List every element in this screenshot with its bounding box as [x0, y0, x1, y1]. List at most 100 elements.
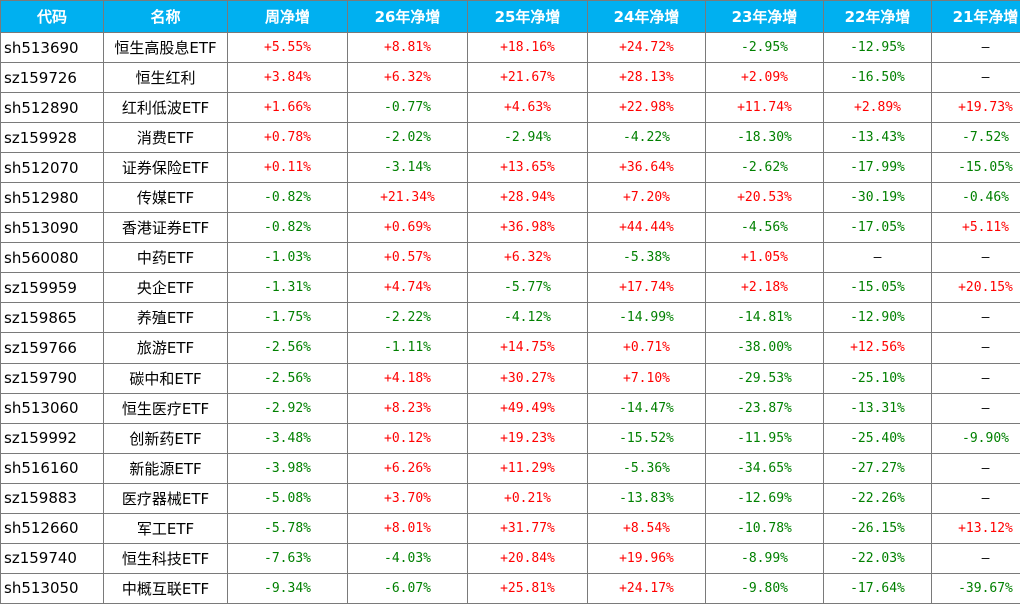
cell-y23: -2.62%	[705, 152, 824, 184]
cell-y23: -29.53%	[705, 362, 824, 394]
cell-y23: -11.95%	[705, 422, 824, 454]
cell-y26: +8.81%	[347, 31, 468, 64]
cell-y23: -14.81%	[705, 302, 824, 334]
cell-y26: +3.70%	[347, 482, 468, 514]
cell-y23: +11.74%	[705, 92, 824, 124]
cell-name: 消费ETF	[103, 122, 228, 154]
cell-y22: +2.89%	[823, 92, 932, 124]
cell-y26: -3.14%	[347, 152, 468, 184]
table-row: sh512070 证券保险ETF +0.11% -3.14% +13.65% +36.64…	[0, 152, 1020, 184]
header-code: 代码	[0, 0, 104, 33]
cell-y26: +4.74%	[347, 272, 468, 304]
cell-weekly: +5.55%	[227, 31, 348, 64]
cell-y25: -2.94%	[467, 122, 588, 154]
cell-name: 创新药ETF	[103, 422, 228, 454]
cell-y22: —	[823, 242, 932, 274]
table-row: sz159790 碳中和ETF -2.56% +4.18% +30.27% +7.10% -…	[0, 362, 1020, 394]
cell-weekly: +3.84%	[227, 62, 348, 94]
header-y21: 21年净增	[931, 0, 1020, 33]
cell-code: sh512660	[0, 512, 104, 544]
cell-weekly: -2.92%	[227, 392, 348, 424]
cell-y22: -22.26%	[823, 482, 932, 514]
header-name: 名称	[103, 0, 228, 33]
cell-y23: -8.99%	[705, 542, 824, 574]
cell-weekly: -1.03%	[227, 242, 348, 274]
cell-code: sh516160	[0, 452, 104, 484]
cell-y25: +20.84%	[467, 542, 588, 574]
cell-y21: —	[931, 62, 1020, 94]
table-row: sh560080 中药ETF -1.03% +0.57% +6.32% -5.38% +1.…	[0, 242, 1020, 274]
cell-weekly: -2.56%	[227, 362, 348, 394]
cell-weekly: -5.78%	[227, 512, 348, 544]
cell-y22: -17.99%	[823, 152, 932, 184]
header-weekly: 周净增	[227, 0, 348, 33]
cell-code: sz159992	[0, 422, 104, 454]
cell-y24: +36.64%	[587, 152, 706, 184]
cell-y24: -14.47%	[587, 392, 706, 424]
header-y24: 24年净增	[587, 0, 706, 33]
table-row: sh513060 恒生医疗ETF -2.92% +8.23% +49.49% -14.47…	[0, 392, 1020, 424]
cell-y26: +6.26%	[347, 452, 468, 484]
cell-y22: -26.15%	[823, 512, 932, 544]
table-body: sh513690 恒生高股息ETF +5.55% +8.81% +18.16% +24.7…	[0, 31, 1020, 605]
cell-y22: -16.50%	[823, 62, 932, 94]
cell-y23: -18.30%	[705, 122, 824, 154]
cell-y22: -12.95%	[823, 31, 932, 64]
cell-y26: +0.57%	[347, 242, 468, 274]
cell-y23: -12.69%	[705, 482, 824, 514]
cell-y24: +19.96%	[587, 542, 706, 574]
cell-y24: +22.98%	[587, 92, 706, 124]
cell-name: 军工ETF	[103, 512, 228, 544]
cell-y26: -2.02%	[347, 122, 468, 154]
cell-y26: -0.77%	[347, 92, 468, 124]
table-row: sz159865 养殖ETF -1.75% -2.22% -4.12% -14.99% -1…	[0, 302, 1020, 334]
cell-code: sh512070	[0, 152, 104, 184]
cell-y22: -17.64%	[823, 572, 932, 605]
cell-code: sh560080	[0, 242, 104, 274]
header-y22: 22年净增	[823, 0, 932, 33]
cell-y21: —	[931, 332, 1020, 364]
cell-code: sz159883	[0, 482, 104, 514]
cell-code: sz159740	[0, 542, 104, 574]
cell-y22: +12.56%	[823, 332, 932, 364]
cell-name: 恒生科技ETF	[103, 542, 228, 574]
cell-y22: -12.90%	[823, 302, 932, 334]
header-y25: 25年净增	[467, 0, 588, 33]
cell-code: sh512980	[0, 182, 104, 214]
cell-y24: +7.10%	[587, 362, 706, 394]
cell-y21: -7.52%	[931, 122, 1020, 154]
cell-y25: +6.32%	[467, 242, 588, 274]
cell-y24: -4.22%	[587, 122, 706, 154]
cell-y24: -14.99%	[587, 302, 706, 334]
table-row: sh513090 香港证券ETF -0.82% +0.69% +36.98% +44.44…	[0, 212, 1020, 244]
cell-y21: —	[931, 542, 1020, 574]
header-y26: 26年净增	[347, 0, 468, 33]
cell-y23: -38.00%	[705, 332, 824, 364]
cell-y25: +30.27%	[467, 362, 588, 394]
cell-y21: +20.15%	[931, 272, 1020, 304]
cell-y21: —	[931, 242, 1020, 274]
cell-y24: -5.38%	[587, 242, 706, 274]
cell-y22: -25.40%	[823, 422, 932, 454]
cell-y22: -17.05%	[823, 212, 932, 244]
table-row: sh512890 红利低波ETF +1.66% -0.77% +4.63% +22.98%…	[0, 92, 1020, 124]
cell-code: sz159790	[0, 362, 104, 394]
cell-y21: —	[931, 452, 1020, 484]
cell-y23: +1.05%	[705, 242, 824, 274]
cell-y22: -25.10%	[823, 362, 932, 394]
cell-y25: +14.75%	[467, 332, 588, 364]
cell-name: 恒生医疗ETF	[103, 392, 228, 424]
cell-y25: +36.98%	[467, 212, 588, 244]
cell-y25: +13.65%	[467, 152, 588, 184]
cell-weekly: -9.34%	[227, 572, 348, 605]
cell-y25: -4.12%	[467, 302, 588, 334]
cell-weekly: -1.31%	[227, 272, 348, 304]
cell-y25: +4.63%	[467, 92, 588, 124]
cell-y23: +2.09%	[705, 62, 824, 94]
cell-y21: +5.11%	[931, 212, 1020, 244]
cell-y24: +0.71%	[587, 332, 706, 364]
cell-y22: -30.19%	[823, 182, 932, 214]
cell-y25: +25.81%	[467, 572, 588, 605]
cell-y25: +28.94%	[467, 182, 588, 214]
